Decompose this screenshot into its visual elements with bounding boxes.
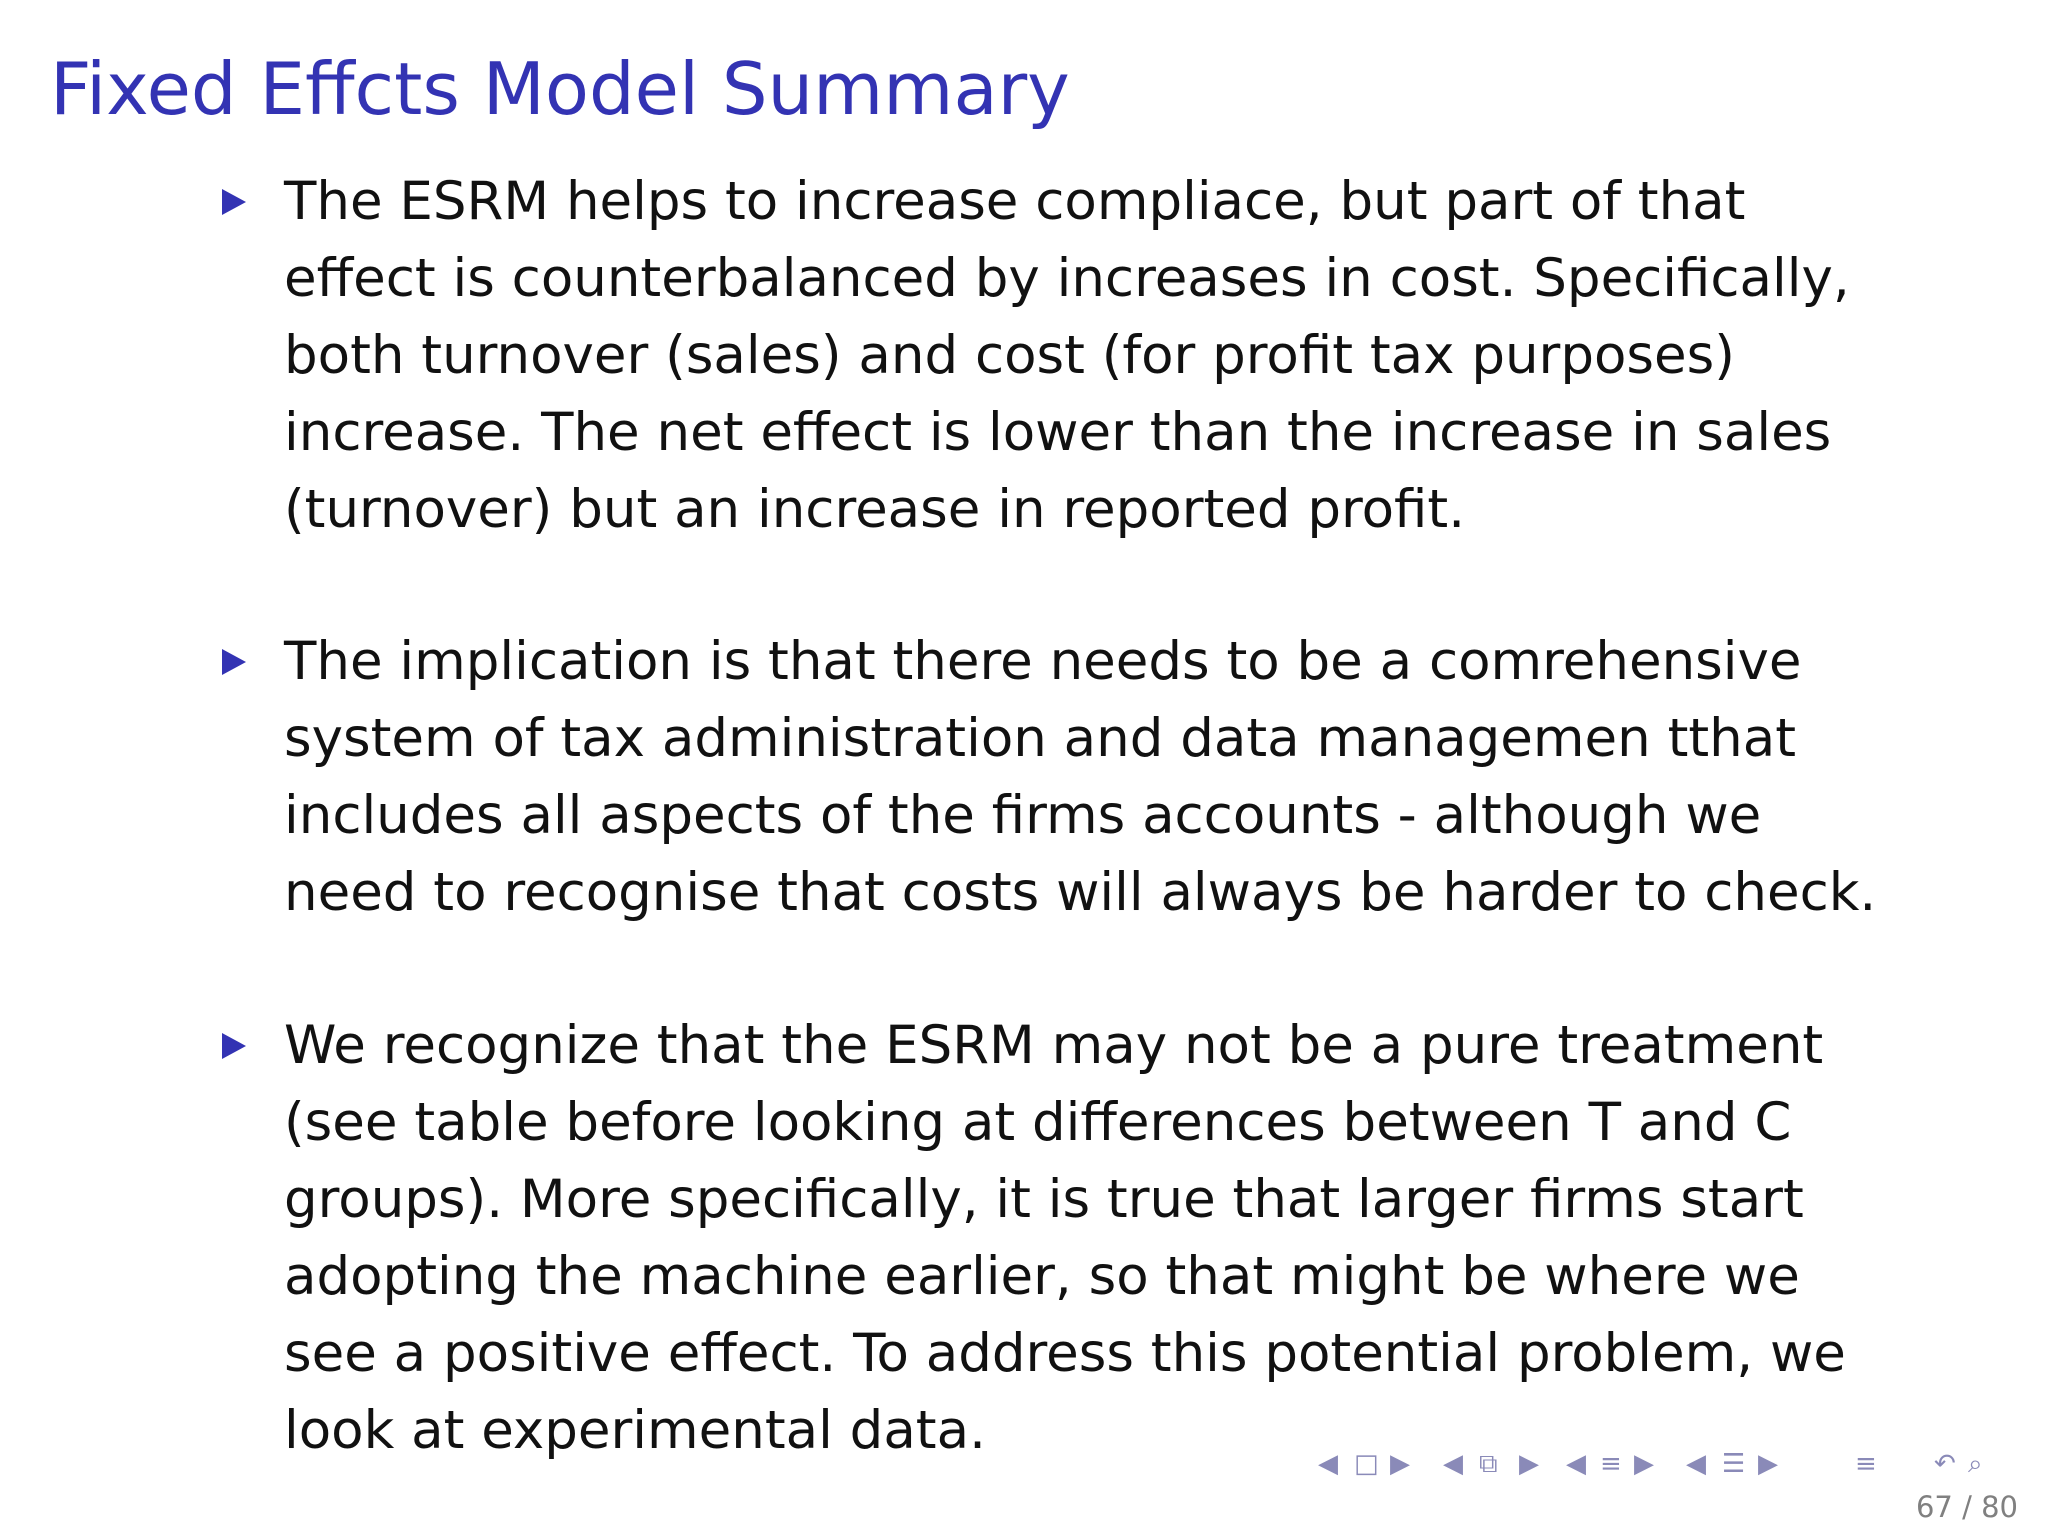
nav-search-icon[interactable]: ↶ [1934, 1449, 1956, 1479]
bullet-marker-icon [222, 649, 246, 675]
nav-section-icon[interactable]: ≡ [1600, 1449, 1622, 1479]
nav-next-arrow-icon[interactable]: ▶ [1519, 1449, 1539, 1479]
bullet-item-1: The ESRM helps to increase compliace, bu… [284, 171, 1850, 540]
nav-outline-icon[interactable]: ☰ [1722, 1449, 1746, 1479]
bullet-marker-icon [222, 189, 246, 215]
navigation-bar: ◀ □ ▶ ◀ ⧉ ▶ ◀ ≡ ▶ ◀ ☰ ▶ ≡ ↶ ⌕ [1318, 1444, 2038, 1484]
page-number: 67 / 80 [1915, 1490, 2018, 1524]
nav-frame-icon[interactable]: □ [1354, 1449, 1379, 1479]
nav-subsection-icon[interactable]: ⧉ [1479, 1449, 1498, 1479]
bullet-item-3: We recognize that the ESRM may not be a … [284, 1015, 1846, 1461]
bullet-item-2: The implication is that there needs to b… [284, 631, 1877, 923]
nav-next-arrow-icon[interactable]: ▶ [1634, 1449, 1654, 1479]
nav-zoom-icon[interactable]: ⌕ [1968, 1449, 1983, 1479]
nav-prev-arrow-icon[interactable]: ◀ [1318, 1449, 1338, 1479]
nav-prev-arrow-icon[interactable]: ◀ [1443, 1449, 1463, 1479]
bullet-marker-icon [222, 1033, 246, 1059]
nav-menu-icon[interactable]: ≡ [1855, 1449, 1877, 1479]
nav-next-arrow-icon[interactable]: ▶ [1758, 1449, 1778, 1479]
nav-next-arrow-icon[interactable]: ▶ [1390, 1449, 1410, 1479]
slide-title: Fixed Effcts Model Summary [50, 47, 1070, 131]
nav-prev-arrow-icon[interactable]: ◀ [1686, 1449, 1706, 1479]
nav-prev-arrow-icon[interactable]: ◀ [1566, 1449, 1586, 1479]
